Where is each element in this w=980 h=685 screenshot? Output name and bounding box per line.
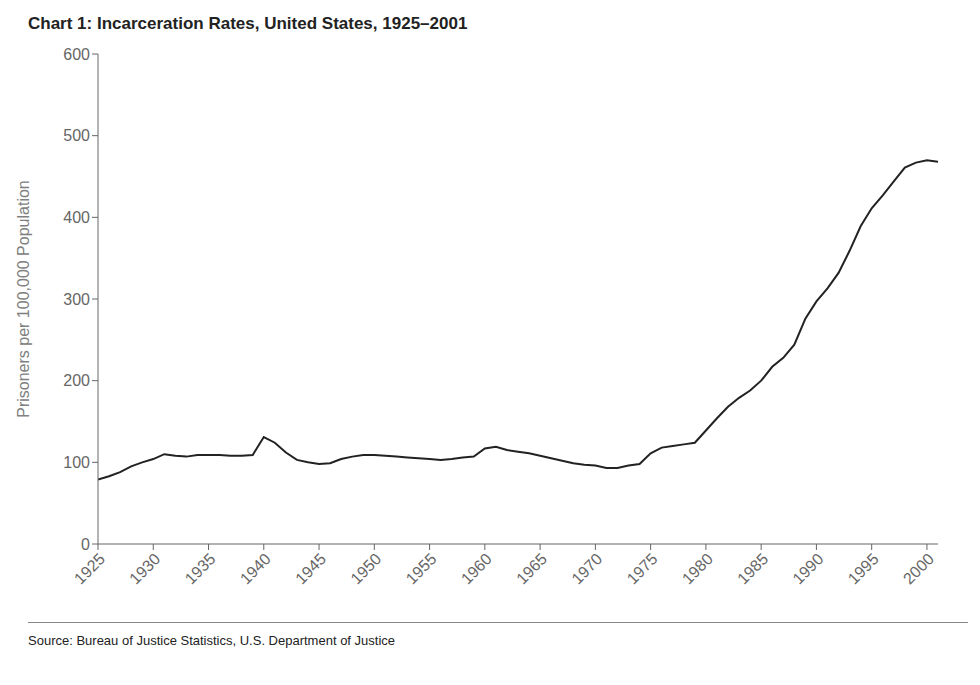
svg-text:1945: 1945 (292, 550, 329, 587)
html-text:Chart 1: Incarceration Rates,: Chart 1: Incarceration Rates, United Sta… (28, 14, 468, 33)
html-text:Source: Bureau of Justice Stat: Source: Bureau of Justice Statistics, U.… (28, 633, 395, 648)
svg-text:1990: 1990 (789, 550, 826, 587)
svg-text:1955: 1955 (403, 550, 440, 587)
svg-text:100: 100 (63, 454, 90, 471)
svg-text:400: 400 (63, 209, 90, 226)
svg-text:200: 200 (63, 372, 90, 389)
svg-text:1935: 1935 (181, 550, 218, 587)
svg-text:1970: 1970 (568, 550, 605, 587)
svg-text:1960: 1960 (458, 550, 495, 587)
svg-text:1925: 1925 (71, 550, 108, 587)
svg-text:1965: 1965 (513, 550, 550, 587)
svg-text:1985: 1985 (734, 550, 771, 587)
svg-text:300: 300 (63, 291, 90, 308)
svg-text:600: 600 (63, 46, 90, 63)
svg-text:1980: 1980 (679, 550, 716, 587)
svg-text:1995: 1995 (845, 550, 882, 587)
svg-text:2000: 2000 (900, 550, 937, 587)
svg-text:1950: 1950 (347, 550, 384, 587)
svg-text:Prisoners per 100,000 Populati: Prisoners per 100,000 Population (15, 180, 32, 418)
svg-text:1975: 1975 (624, 550, 661, 587)
svg-text:1930: 1930 (126, 550, 163, 587)
svg-text:500: 500 (63, 127, 90, 144)
svg-text:0: 0 (81, 536, 90, 553)
svg-text:1940: 1940 (237, 550, 274, 587)
